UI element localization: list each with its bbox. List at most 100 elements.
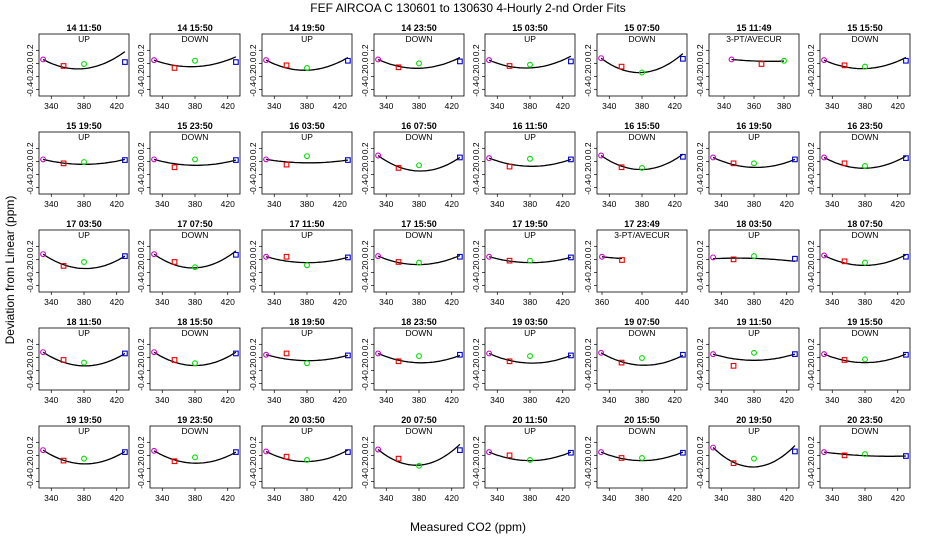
x-tick-label: 420 — [668, 395, 682, 405]
y-tick-label: 0.2 — [248, 436, 258, 448]
y-tick-label: -0.2 — [360, 167, 370, 182]
data-point — [486, 449, 493, 456]
data-point — [506, 163, 513, 170]
x-tick-label: 380 — [188, 493, 202, 503]
y-tick-label: -0.4 — [360, 180, 370, 195]
y-tick-label: -0.4 — [136, 278, 146, 293]
data-point — [40, 447, 47, 454]
x-tick-label: 420 — [110, 493, 124, 503]
x-tick-label: 420 — [333, 297, 347, 307]
data-point — [506, 257, 513, 264]
y-tick-label: 0.0 — [25, 155, 35, 167]
y-tick-label: -0.2 — [25, 363, 35, 378]
panel-title: 14 19:50 — [289, 23, 325, 33]
x-tick-label: 380 — [300, 493, 314, 503]
data-point — [395, 64, 402, 71]
y-tick-label: 0.2 — [806, 44, 816, 56]
fit-curve — [488, 256, 572, 264]
fit-curve — [600, 352, 684, 366]
fit-curve — [42, 449, 126, 465]
x-tick-label: 380 — [300, 297, 314, 307]
data-point — [60, 263, 67, 269]
panel-title: 19 07:50 — [624, 317, 660, 327]
y-tick-label: 0.2 — [583, 44, 593, 56]
y-tick-label: -0.4 — [806, 376, 816, 391]
data-point — [903, 155, 909, 161]
x-tick-label: 340 — [490, 297, 504, 307]
y-tick-label: 0.2 — [248, 338, 258, 350]
x-tick-label: 340 — [825, 395, 839, 405]
y-tick-label: 0.2 — [695, 142, 705, 154]
x-tick-label: 340 — [714, 493, 728, 503]
y-tick-label: 0.2 — [136, 44, 146, 56]
x-tick-label: 420 — [556, 101, 570, 111]
y-tick-label: 0.2 — [583, 436, 593, 448]
x-tick-label: 380 — [523, 101, 537, 111]
y-tick-label: -0.4 — [25, 278, 35, 293]
y-tick-label: 0.0 — [806, 57, 816, 69]
x-tick-label: 380 — [412, 395, 426, 405]
panel-mode-label: DOWN — [182, 132, 209, 142]
x-tick-label: 380 — [858, 297, 872, 307]
data-point — [710, 254, 717, 261]
panel-mode-label: DOWN — [852, 132, 879, 142]
y-tick-label: -0.4 — [248, 278, 258, 293]
x-tick-label: 380 — [300, 199, 314, 209]
data-point — [568, 352, 574, 359]
y-tick-label: 0.0 — [25, 57, 35, 69]
panel-mode-label: UP — [301, 230, 313, 240]
panel-title: 17 19:50 — [512, 219, 548, 229]
y-tick-label: 0.0 — [360, 351, 370, 363]
x-tick-label: 420 — [780, 297, 794, 307]
x-tick-label: 340 — [602, 101, 616, 111]
fit-curve — [265, 449, 349, 463]
y-tick-label: -0.2 — [136, 69, 146, 84]
data-point — [304, 64, 310, 71]
x-tick-label: 380 — [77, 101, 91, 111]
y-tick-label: 0.0 — [583, 253, 593, 265]
y-tick-label: 0.2 — [806, 338, 816, 350]
data-point — [40, 56, 47, 63]
y-tick-label: 0.2 — [25, 338, 35, 350]
panel-title: 18 15:50 — [177, 317, 213, 327]
data-point — [122, 350, 128, 357]
data-point — [151, 156, 158, 163]
y-tick-label: -0.4 — [583, 474, 593, 489]
y-tick-label: 0.2 — [806, 142, 816, 154]
panel-title: 20 03:50 — [289, 415, 325, 425]
panel-mode-label: DOWN — [182, 328, 209, 338]
data-point — [598, 152, 605, 159]
data-point — [639, 455, 645, 461]
data-point — [821, 351, 828, 358]
y-tick-label: -0.2 — [471, 265, 481, 280]
data-point — [395, 165, 402, 171]
data-point — [781, 57, 787, 64]
y-tick-label: 0.2 — [25, 44, 35, 56]
y-tick-label: 0.2 — [136, 142, 146, 154]
y-tick-label: 0.2 — [248, 240, 258, 252]
x-tick-label: 340 — [267, 395, 281, 405]
panel-mode-label: UP — [524, 132, 536, 142]
panel-title: 18 11:50 — [66, 317, 101, 327]
y-tick-label: 0.0 — [360, 253, 370, 265]
y-tick-label: -0.4 — [471, 278, 481, 293]
fit-curve — [712, 156, 796, 169]
x-tick-label: 340 — [379, 297, 393, 307]
data-point — [263, 448, 270, 455]
y-tick-label: 0.0 — [583, 351, 593, 363]
panel-mode-label: UP — [78, 230, 90, 240]
panel-mode-label: DOWN — [182, 230, 209, 240]
panel-mode-label: DOWN — [629, 34, 656, 44]
data-point — [821, 154, 828, 161]
y-tick-label: 0.2 — [695, 44, 705, 56]
